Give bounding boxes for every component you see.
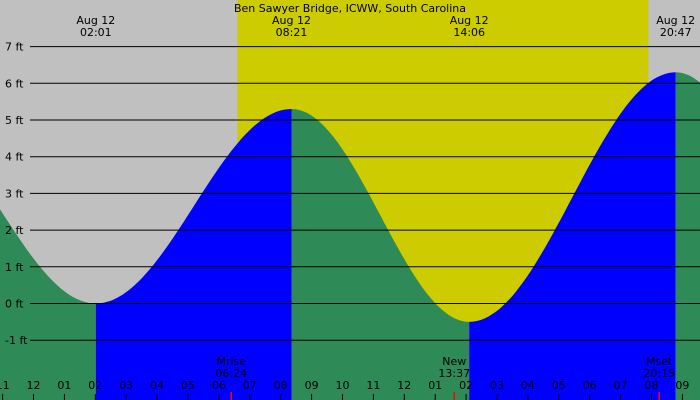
- x-tick-label: 09: [675, 379, 689, 392]
- y-tick-label: -1 ft: [5, 334, 28, 347]
- y-tick-label: 5 ft: [5, 114, 24, 127]
- y-tick-label: 3 ft: [5, 187, 24, 200]
- x-tick-label: 01: [428, 379, 442, 392]
- falling-tide-area: [0, 209, 96, 400]
- x-axis: 11 12 01 02 03 04 05 06 07 08 09 10 11 12 01 02 03 04 05 06…: [0, 379, 689, 400]
- x-tick-label: 08: [645, 379, 659, 392]
- y-tick-label: 2 ft: [5, 224, 24, 237]
- y-tick-label: 7 ft: [5, 41, 24, 54]
- tide-event-time: 20:47: [660, 26, 692, 39]
- x-tick-label: 01: [57, 379, 71, 392]
- x-tick-label: 04: [150, 379, 164, 392]
- x-tick-label: 06: [583, 379, 597, 392]
- x-tick-label: 05: [181, 379, 195, 392]
- falling-tide-area: [291, 109, 470, 400]
- x-tick-label: 07: [243, 379, 257, 392]
- tide-event-time: 02:01: [80, 26, 112, 39]
- x-tick-label: 05: [552, 379, 566, 392]
- tide-event-date: Aug 12: [272, 14, 311, 27]
- tide-event-time: 14:06: [453, 26, 485, 39]
- grid-lines: [30, 46, 700, 341]
- x-tick-label: 09: [305, 379, 319, 392]
- x-tick-label: 06: [212, 379, 226, 392]
- x-tick-label: 04: [521, 379, 535, 392]
- moon-event-name: Mrise: [216, 355, 246, 368]
- tide-event-date: Aug 12: [76, 14, 115, 27]
- moon-event-time: 06:24: [215, 367, 247, 380]
- falling-tide-area: [675, 72, 700, 400]
- tide-event-date: Aug 12: [656, 14, 695, 27]
- moon-event-time: 20:15: [643, 367, 675, 380]
- x-tick-label: 10: [336, 379, 350, 392]
- tide-event-date: Aug 12: [450, 14, 489, 27]
- y-axis-labels: 7 ft 6 ft 5 ft 4 ft 3 ft 2 ft 1 ft 0 ft -1 ft: [5, 41, 28, 348]
- x-tick-label: 03: [490, 379, 504, 392]
- chart-title: Ben Sawyer Bridge, ICWW, South Carolina: [234, 2, 466, 15]
- moon-event-name: Mset: [646, 355, 673, 368]
- y-tick-label: 0 ft: [5, 298, 24, 311]
- x-tick-label: 12: [397, 379, 411, 392]
- y-tick-label: 4 ft: [5, 151, 24, 164]
- x-tick-label: 12: [27, 379, 41, 392]
- x-tick-label: 11: [366, 379, 380, 392]
- x-tick-label: 08: [274, 379, 288, 392]
- rising-tide-area: [95, 109, 292, 400]
- x-tick-label: 11: [0, 379, 10, 392]
- y-tick-label: 6 ft: [5, 77, 24, 90]
- tide-area: [0, 72, 700, 400]
- x-tick-label: 02: [459, 379, 473, 392]
- x-tick-label: 07: [614, 379, 628, 392]
- moon-event-time: 13:37: [438, 367, 470, 380]
- rising-tide-area: [469, 72, 676, 400]
- tide-event-time: 08:21: [276, 26, 308, 39]
- moon-event-name: New: [442, 355, 466, 368]
- y-tick-label: 1 ft: [5, 261, 24, 274]
- x-tick-label: 02: [88, 379, 102, 392]
- x-tick-label: 03: [119, 379, 133, 392]
